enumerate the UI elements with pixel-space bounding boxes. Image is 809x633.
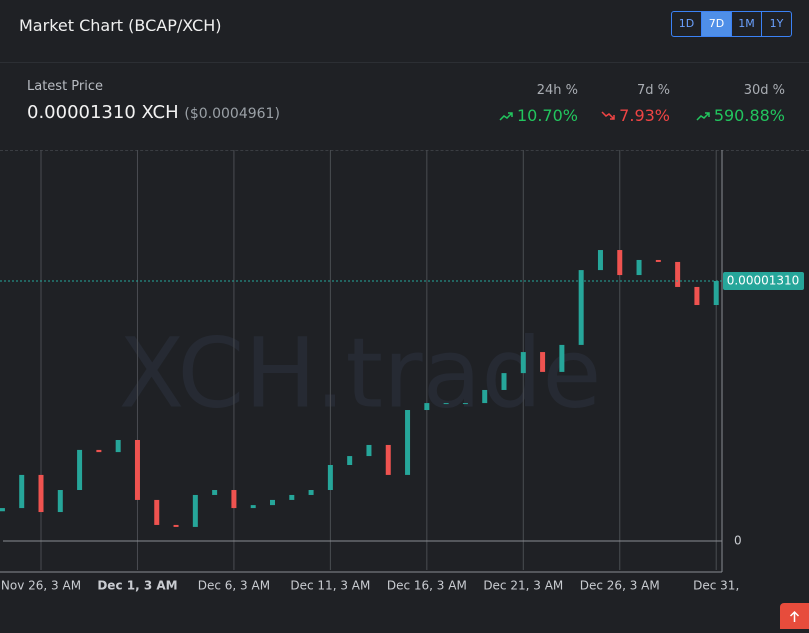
candle-body (520, 352, 526, 374)
price-tag-label: 0.00001310 (727, 274, 800, 288)
candle-body (192, 494, 198, 527)
candle-body (578, 270, 584, 345)
arrow-icon (789, 610, 800, 622)
candle-body (405, 410, 411, 475)
candle-body (19, 474, 25, 509)
candle-body (0, 508, 5, 512)
change-label: 24h % (536, 83, 578, 98)
price-value: 0.00001310 XCH ($0.0004961) (27, 102, 280, 123)
stats-panel: Latest Price 0.00001310 XCH ($0.0004961)… (0, 62, 809, 151)
candle-body (115, 439, 121, 453)
scroll-top-button[interactable] (780, 603, 809, 629)
trend-icon (499, 111, 513, 121)
candle-body (212, 490, 218, 495)
candle-body (327, 465, 333, 491)
price-label: Latest Price (27, 79, 104, 94)
y-tick-label: 0 (734, 534, 742, 548)
candle-body (713, 281, 719, 306)
change-label: 7d % (636, 83, 670, 98)
trend-path (499, 111, 513, 121)
candle-body (366, 444, 372, 457)
range-button[interactable]: 1Y (761, 12, 791, 36)
candle-body (694, 286, 700, 306)
candle-body (250, 505, 256, 509)
candle-body (270, 499, 276, 506)
change-stat: 7d % 7.93% (601, 83, 670, 125)
candle-body (96, 449, 102, 453)
candle-body (501, 373, 507, 390)
candle-body (134, 439, 140, 500)
candle-body (617, 250, 623, 276)
price-tag (723, 272, 804, 291)
chart: XCH.trade Nov 26, 3 AM Dec 1, 3 AM Dec 6, 3… (0, 150, 804, 593)
x-tick-label: Nov 26, 3 AM (1, 579, 81, 593)
change-text: 7.93% (619, 106, 670, 125)
x-tick-label: Dec 21, 3 AM (483, 579, 563, 593)
x-tick-label: Dec 26, 3 AM (580, 579, 660, 593)
watermark: XCH.trade (119, 317, 602, 429)
candle-body (385, 444, 391, 475)
candle-body (636, 259, 642, 276)
candle-body (57, 490, 63, 513)
candle-body (559, 344, 565, 372)
x-tick-label: Dec 6, 3 AM (198, 579, 270, 593)
candle-body (540, 352, 546, 372)
trend-icon (696, 111, 710, 121)
candle-body (77, 449, 83, 491)
range-button[interactable]: 1D (678, 17, 695, 30)
x-tick-label: Dec 16, 3 AM (387, 579, 467, 593)
candle-body (675, 261, 681, 287)
candle-body (154, 499, 160, 525)
trend-icon (601, 110, 615, 120)
candle-body (443, 403, 449, 405)
candle-body (231, 490, 237, 509)
range-button[interactable]: 7D (701, 12, 731, 36)
candle-body (289, 494, 295, 500)
x-tick-label: Dec 11, 3 AM (290, 579, 370, 593)
trend-path (601, 110, 615, 120)
trend-path (696, 111, 710, 121)
candle-body (482, 389, 488, 404)
change-value: 7.93% (601, 106, 670, 125)
change-value: 10.70% (499, 106, 578, 125)
range-selector: 1D 7D 1M 1Y (671, 11, 792, 37)
change-stat: 24h % 10.70% (499, 83, 578, 125)
candle-body (655, 259, 661, 262)
candle-body (308, 490, 314, 495)
change-value: 590.88% (696, 106, 785, 125)
candle-body (462, 403, 468, 405)
candle-body (173, 524, 179, 527)
candle-body (597, 250, 603, 271)
change-text: 590.88% (713, 106, 785, 125)
change-stat: 30d % 590.88% (696, 83, 785, 125)
title: Market Chart (BCAP/XCH) (19, 16, 222, 35)
price-usd: ($0.0004961) (184, 106, 280, 122)
candle-body (38, 474, 44, 513)
x-tick-label: Dec 31, (693, 579, 739, 593)
change-label: 30d % (743, 83, 785, 98)
candle-body (347, 456, 353, 465)
price: 0.00001310 XCH (27, 102, 179, 123)
candle-body (424, 403, 430, 411)
change-text: 10.70% (516, 106, 578, 125)
range-button[interactable]: 1M (731, 12, 761, 36)
x-tick-label: Dec 1, 3 AM (97, 579, 177, 593)
